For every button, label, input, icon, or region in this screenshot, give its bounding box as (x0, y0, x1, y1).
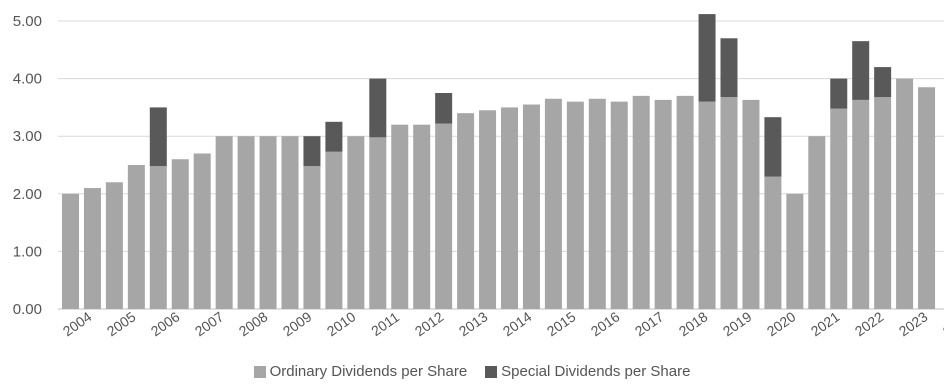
bar-ordinary (588, 98, 606, 309)
bar-ordinary (215, 136, 233, 309)
bar-ordinary (786, 193, 804, 309)
bar-ordinary (742, 99, 760, 309)
bar-ordinary (896, 78, 914, 309)
x-tick-label: 2014 (500, 308, 535, 339)
bar-special (435, 93, 453, 124)
bar-ordinary (501, 107, 518, 310)
bar-ordinary (149, 166, 167, 309)
bar-special (830, 78, 848, 109)
bar-ordinary (676, 95, 694, 309)
x-tick-label: 2008 (236, 308, 271, 339)
bar-special (698, 14, 716, 102)
legend: Ordinary Dividends per Share Special Div… (0, 362, 944, 381)
bar-ordinary (479, 110, 497, 309)
bar-ordinary (874, 97, 892, 309)
x-tick-label: 2015 (544, 308, 579, 339)
bar-ordinary (654, 99, 672, 309)
x-tick-label: 2017 (632, 308, 667, 339)
x-tick-label: 2009 (280, 308, 315, 339)
bar-ordinary (325, 151, 343, 309)
bar-ordinary (391, 124, 409, 310)
y-tick-label: 5.00 (13, 13, 42, 30)
bar-ordinary (171, 159, 189, 309)
bar-ordinary (720, 97, 738, 309)
x-tick-label: 2024 (940, 308, 944, 339)
bar-ordinary (698, 101, 716, 309)
x-tick-label: 2010 (324, 308, 359, 339)
x-tick-label: 2011 (368, 309, 402, 339)
bar-special (369, 78, 387, 138)
bar-ordinary (457, 113, 475, 309)
x-tick-label: 2016 (588, 308, 623, 339)
legend-label-special: Special Dividends per Share (501, 363, 691, 380)
bar-special (852, 41, 870, 100)
bar-ordinary (259, 136, 277, 309)
legend-swatch-ordinary (253, 365, 266, 378)
bar-ordinary (281, 136, 299, 309)
bar-ordinary (237, 136, 255, 309)
bar-special (325, 121, 343, 152)
x-tick-label: 2021 (808, 308, 843, 339)
bar-special (149, 107, 167, 167)
x-tick-label: 2006 (148, 308, 183, 339)
bar-ordinary (193, 153, 211, 309)
x-tick-label: 2012 (412, 308, 447, 339)
legend-label-ordinary: Ordinary Dividends per Share (269, 363, 468, 380)
bar-ordinary (764, 176, 782, 309)
bar-ordinary (808, 136, 826, 309)
y-tick-label: 0.00 (13, 301, 42, 318)
legend-swatch-special (485, 365, 498, 378)
x-tick-label: 2013 (456, 308, 491, 339)
y-tick-label: 4.00 (13, 71, 42, 88)
y-tick-label: 3.00 (13, 128, 42, 145)
bar-ordinary (369, 137, 387, 309)
x-tick-label: 2004 (60, 308, 95, 339)
bar-ordinary (347, 136, 365, 309)
y-tick-label: 1.00 (13, 243, 42, 260)
bar-special (764, 117, 782, 177)
x-tick-label: 2007 (192, 308, 227, 339)
y-tick-label: 2.00 (13, 186, 42, 203)
x-tick-label: 2019 (720, 308, 755, 339)
bar-ordinary (413, 124, 431, 310)
x-tick-label: 2018 (676, 308, 711, 339)
bar-ordinary (632, 95, 650, 309)
bar-special (874, 67, 892, 98)
x-tick-label: 2023 (896, 308, 931, 339)
bar-ordinary (830, 108, 848, 309)
bar-ordinary (83, 188, 101, 309)
bar-ordinary (544, 98, 562, 309)
legend-item-ordinary: Ordinary Dividends per Share (253, 363, 468, 380)
bar-special (720, 38, 738, 98)
bar-ordinary (105, 182, 123, 309)
bar-ordinary (610, 101, 628, 309)
x-tick-label: 2022 (852, 308, 887, 339)
bar-ordinary (566, 101, 584, 309)
x-tick-label: 2020 (764, 308, 799, 339)
bar-ordinary (522, 104, 540, 310)
bar-ordinary (852, 99, 870, 309)
bar-ordinary (62, 193, 79, 309)
x-tick-label: 2005 (104, 308, 139, 339)
bar-ordinary (435, 123, 453, 309)
bar-ordinary (918, 87, 936, 310)
legend-item-special: Special Dividends per Share (485, 363, 690, 380)
bar-ordinary (303, 166, 321, 309)
bar-special (303, 136, 321, 167)
bar-ordinary (127, 165, 145, 309)
